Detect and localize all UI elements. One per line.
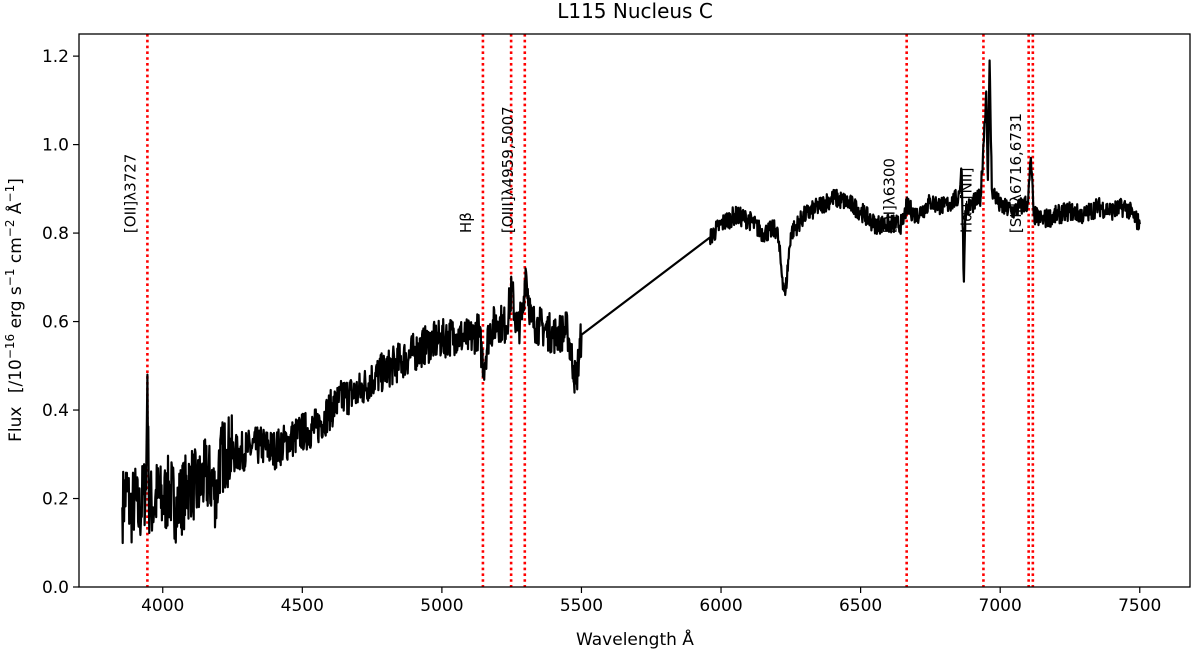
x-tick-label: 6000 (699, 596, 742, 616)
y-tick-label: 0.0 (42, 578, 69, 598)
chart-title: L115 Nucleus C (557, 0, 713, 23)
y-label-units-close: ] (6, 178, 26, 185)
y-label-exp-16: −16 (3, 334, 17, 359)
emission-line-labels: [OII]λ3727 Hβ [OIII]λ4959,5007 [OI]λ6300 Hα+… (121, 106, 1024, 233)
y-label-cm: cm (6, 237, 26, 268)
x-axis-label: Wavelength Å (576, 628, 694, 650)
emission-lines (146, 34, 1035, 587)
y-tick-label: 0.8 (42, 224, 69, 244)
y-label-exp-s: −1 (3, 269, 17, 287)
emission-line-label: [OI]λ6300 (881, 158, 899, 233)
y-label-erg: erg s (6, 286, 26, 334)
emission-line-label: [OII]λ3727 (121, 154, 139, 233)
y-label-units-open: [/10 (6, 359, 26, 393)
x-tick-label: 5000 (420, 596, 463, 616)
y-label-angstrom: Å (4, 202, 26, 219)
y-label-exp-cm: −2 (3, 219, 17, 237)
y-axis: 0.0 0.2 0.4 0.6 0.8 1.0 1.2 (42, 47, 79, 598)
y-tick-label: 0.6 (42, 313, 69, 333)
x-tick-label: 4500 (281, 596, 324, 616)
spectrum-line (121, 59, 1141, 545)
x-tick-label: 7500 (1118, 596, 1161, 616)
y-axis-label: Flux [/10−16 erg s−1 cm−2 Å−1] (3, 178, 26, 442)
emission-line-label: [OIII]λ4959,5007 (499, 106, 517, 233)
y-tick-label: 1.2 (42, 47, 69, 67)
emission-line-label: Hβ (457, 212, 475, 233)
y-tick-label: 0.2 (42, 490, 69, 510)
x-tick-label: 7000 (979, 596, 1022, 616)
spectrum-series (121, 59, 1141, 545)
x-tick-label: 4000 (141, 596, 184, 616)
y-label-flux: Flux (6, 407, 26, 442)
x-axis: 4000 4500 5000 5500 6000 6500 7000 7500 (141, 587, 1161, 616)
x-tick-label: 6500 (839, 596, 882, 616)
y-tick-label: 1.0 (42, 136, 69, 156)
y-label-exp-a: −1 (3, 185, 17, 203)
y-tick-label: 0.4 (42, 401, 69, 421)
plot-frame (78, 33, 1191, 588)
x-tick-label: 5500 (560, 596, 603, 616)
